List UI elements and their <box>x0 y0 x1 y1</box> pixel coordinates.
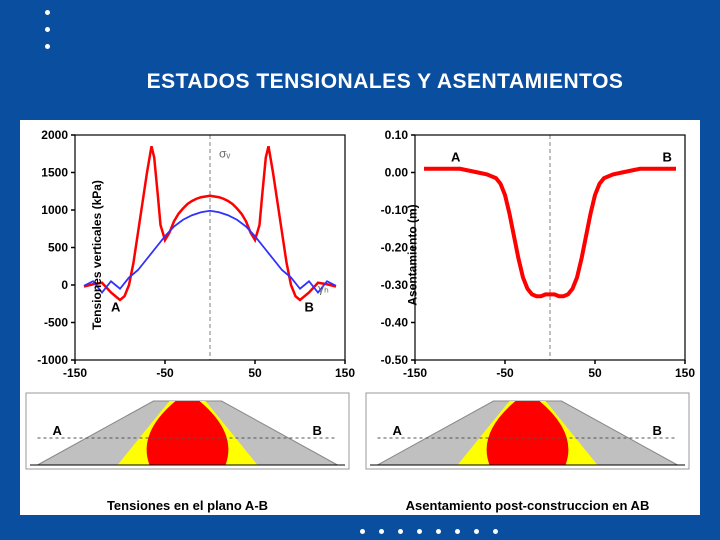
svg-text:A: A <box>393 423 403 438</box>
right-ylabel: Asentamiento (m) <box>406 204 420 305</box>
svg-text:500: 500 <box>48 241 68 255</box>
svg-text:-50: -50 <box>156 366 174 380</box>
svg-text:-150: -150 <box>403 366 427 380</box>
svg-text:A: A <box>111 299 121 314</box>
svg-text:-150: -150 <box>63 366 87 380</box>
svg-text:γₕ: γₕ <box>318 282 329 296</box>
page-title: ESTADOS TENSIONALES Y ASENTAMIENTOS <box>147 70 624 94</box>
svg-text:-500: -500 <box>44 316 68 330</box>
svg-text:0.00: 0.00 <box>385 166 409 180</box>
svg-text:B: B <box>313 423 322 438</box>
left-caption: Tensiones en el plano A-B <box>20 498 355 513</box>
svg-text:0.10: 0.10 <box>385 128 409 142</box>
left-dam-svg: AB <box>20 383 355 493</box>
svg-text:-0.50: -0.50 <box>381 353 409 367</box>
right-panel: Asentamiento (m) -0.50 -0.40 -0.30 -0.20 -0.… <box>360 120 700 515</box>
svg-text:B: B <box>305 299 314 314</box>
left-ylabel: Tensiones verticales (kPa) <box>90 180 104 330</box>
svg-text:50: 50 <box>588 366 602 380</box>
svg-text:A: A <box>53 423 63 438</box>
svg-text:1500: 1500 <box>41 166 68 180</box>
right-caption: Asentamiento post-construccion en AB <box>360 498 695 513</box>
svg-text:-50: -50 <box>496 366 514 380</box>
svg-text:B: B <box>663 149 672 164</box>
svg-text:A: A <box>451 149 461 164</box>
svg-text:B: B <box>653 423 662 438</box>
right-dam-svg: AB <box>360 383 695 493</box>
svg-text:-0.40: -0.40 <box>381 316 409 330</box>
decorative-dots-bottom <box>360 529 498 534</box>
svg-text:1000: 1000 <box>41 203 68 217</box>
left-dam-area: AB Tensiones en el plano A-B <box>20 383 355 515</box>
left-panel: Tensiones verticales (kPa) -1000 -500 0 500… <box>20 120 360 515</box>
svg-text:-0.30: -0.30 <box>381 278 409 292</box>
left-chart-svg: -1000 -500 0 500 1000 1500 2000 -150 -50 50 150 A Bσ… <box>20 125 355 385</box>
svg-text:σᵥ: σᵥ <box>219 147 230 161</box>
svg-text:-0.10: -0.10 <box>381 203 409 217</box>
svg-text:50: 50 <box>248 366 262 380</box>
content-area: Tensiones verticales (kPa) -1000-5000500… <box>20 120 700 515</box>
right-chart-area: Asentamiento (m) -0.50 -0.40 -0.30 -0.20 -0.… <box>360 125 695 385</box>
decorative-dots-top <box>45 10 50 61</box>
right-dam-area: AB Asentamiento post-construccion en AB <box>360 383 695 515</box>
left-chart-area: Tensiones verticales (kPa) -1000 -500 0 500… <box>20 125 355 385</box>
svg-text:2000: 2000 <box>41 128 68 142</box>
svg-text:150: 150 <box>335 366 355 380</box>
svg-text:0: 0 <box>61 278 68 292</box>
svg-text:-1000: -1000 <box>37 353 68 367</box>
svg-text:150: 150 <box>675 366 695 380</box>
title-bar: ESTADOS TENSIONALES Y ASENTAMIENTOS <box>70 58 700 106</box>
svg-text:-0.20: -0.20 <box>381 241 409 255</box>
